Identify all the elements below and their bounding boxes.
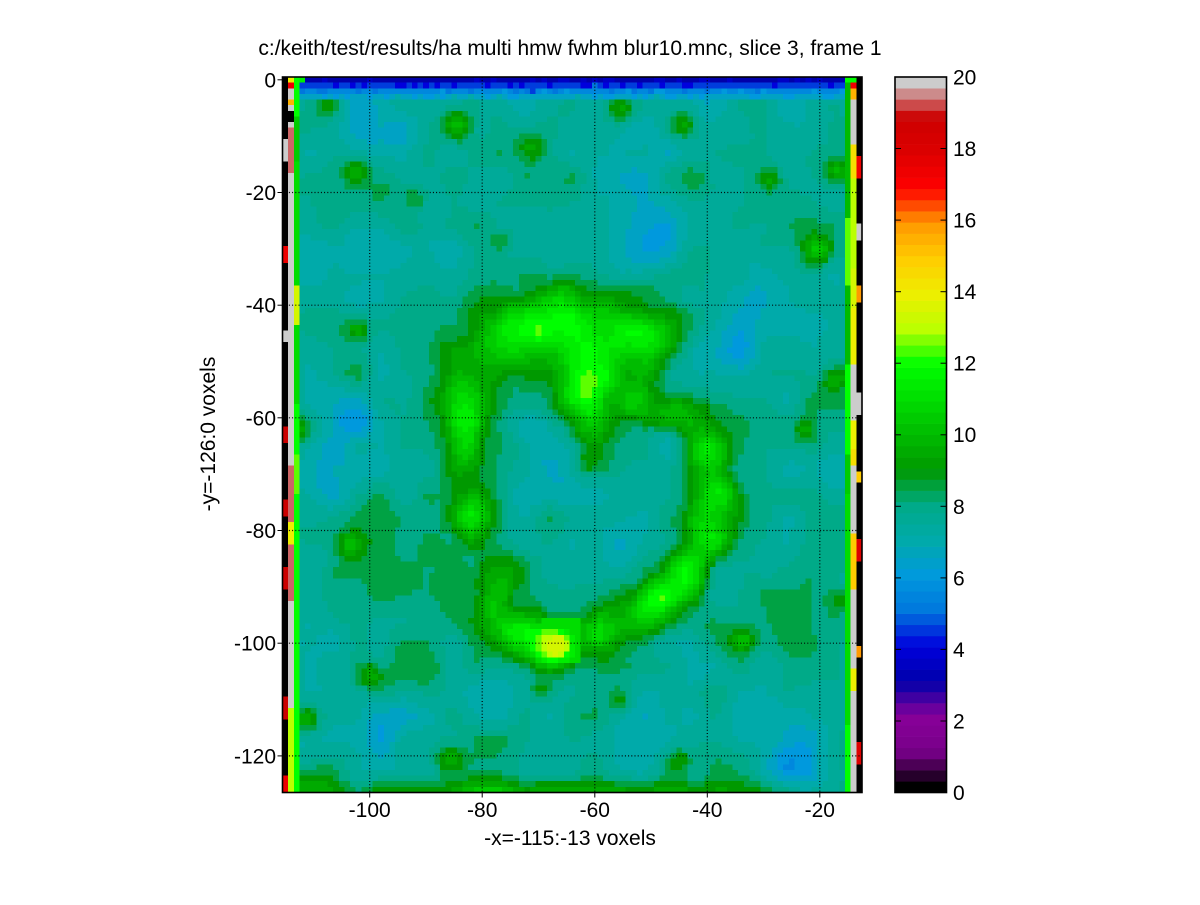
svg-text:-40: -40 [692,799,722,822]
svg-text:8: 8 [953,496,965,519]
svg-text:-40: -40 [246,295,276,318]
svg-text:-120: -120 [234,745,276,768]
svg-text:12: 12 [953,353,976,376]
svg-text:4: 4 [953,639,965,662]
svg-text:-20: -20 [246,182,276,205]
svg-text:20: 20 [953,67,976,90]
svg-text:-x=-115:-13 voxels: -x=-115:-13 voxels [484,827,656,850]
svg-text:-100: -100 [349,799,391,822]
svg-text:6: 6 [953,567,965,590]
svg-text:-80: -80 [246,520,276,543]
svg-text:0: 0 [953,782,965,805]
svg-text:10: 10 [953,424,976,447]
svg-text:-60: -60 [246,407,276,430]
svg-text:c:/keith/test/results/ha multi: c:/keith/test/results/ha multi hmw fwhm … [258,37,881,60]
svg-text:14: 14 [953,281,977,304]
svg-text:-60: -60 [580,799,610,822]
svg-text:2: 2 [953,711,965,734]
svg-text:-100: -100 [234,633,276,656]
svg-text:0: 0 [264,69,276,92]
svg-text:16: 16 [953,210,976,233]
svg-text:-20: -20 [805,799,835,822]
svg-text:18: 18 [953,138,976,161]
svg-text:-80: -80 [467,799,497,822]
svg-text:-y=-126:0 voxels: -y=-126:0 voxels [197,357,220,512]
